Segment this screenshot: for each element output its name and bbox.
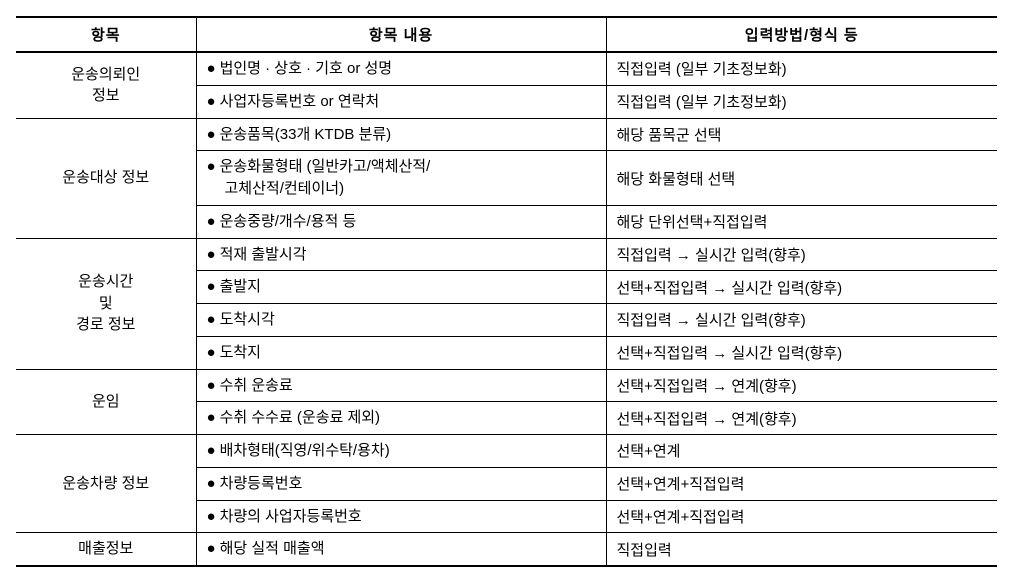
content-cell: ●출발지	[196, 271, 606, 304]
bullet-icon: ●	[207, 211, 216, 233]
bullet-icon: ●	[207, 473, 216, 495]
bullet-icon: ●	[207, 124, 216, 146]
content-cell: ●적재 출발시각	[196, 238, 606, 271]
bullet-icon: ●	[207, 342, 216, 364]
method-cell: 해당 품목군 선택	[606, 118, 997, 151]
content-cell: ●운송중량/개수/용적 등	[196, 205, 606, 238]
content-cell: ●수취 수수료 (운송료 제외)	[196, 402, 606, 435]
method-cell: 선택+직접입력 → 실시간 입력(향후)	[606, 271, 997, 304]
content-cell: ●법인명 · 상호 · 기호 or 성명	[196, 52, 606, 85]
bullet-icon: ●	[207, 309, 216, 331]
method-cell: 직접입력 → 실시간 입력(향후)	[606, 304, 997, 337]
content-cell: ●도착시각	[196, 304, 606, 337]
method-cell: 선택+직접입력 → 실시간 입력(향후)	[606, 336, 997, 369]
method-cell: 선택+연계+직접입력	[606, 500, 997, 533]
content-cell: ●도착지	[196, 336, 606, 369]
method-cell: 선택+연계+직접입력	[606, 467, 997, 500]
method-cell: 직접입력 (일부 기초정보화)	[606, 85, 997, 118]
category-cell: 매출정보	[16, 533, 196, 566]
method-cell: 선택+직접입력 → 연계(향후)	[606, 369, 997, 402]
bullet-icon: ●	[207, 407, 216, 429]
method-cell: 직접입력	[606, 533, 997, 566]
data-table: 항목 항목 내용 입력방법/형식 등 운송의뢰인정보●법인명 · 상호 · 기호…	[16, 16, 997, 567]
header-method: 입력방법/형식 등	[606, 17, 997, 52]
table-row: 운송차량 정보●배차형태(직영/위수탁/용차)선택+연계	[16, 435, 997, 468]
table-body: 운송의뢰인정보●법인명 · 상호 · 기호 or 성명직접입력 (일부 기초정보…	[16, 52, 997, 566]
content-cell: ●차량의 사업자등록번호	[196, 500, 606, 533]
content-cell: ●운송화물형태 (일반카고/액체산적/고체산적/컨테이너)	[196, 151, 606, 206]
method-cell: 선택+직접입력 → 연계(향후)	[606, 402, 997, 435]
table-row: 운송의뢰인정보●법인명 · 상호 · 기호 or 성명직접입력 (일부 기초정보…	[16, 52, 997, 85]
header-category: 항목	[16, 17, 196, 52]
content-cell: ●해당 실적 매출액	[196, 533, 606, 566]
bullet-icon: ●	[207, 506, 216, 528]
bullet-icon: ●	[207, 91, 216, 113]
table-row: 운송대상 정보●운송품목(33개 KTDB 분류)해당 품목군 선택	[16, 118, 997, 151]
table-row: 운송시간및경로 정보●적재 출발시각직접입력 → 실시간 입력(향후)	[16, 238, 997, 271]
category-cell: 운송의뢰인정보	[16, 52, 196, 118]
header-content: 항목 내용	[196, 17, 606, 52]
bullet-icon: ●	[207, 375, 216, 397]
bullet-icon: ●	[207, 58, 216, 80]
content-cell: ●차량등록번호	[196, 467, 606, 500]
bullet-icon: ●	[207, 156, 216, 178]
category-cell: 운송차량 정보	[16, 435, 196, 533]
bullet-icon: ●	[207, 244, 216, 266]
bullet-icon: ●	[207, 276, 216, 298]
header-row: 항목 항목 내용 입력방법/형식 등	[16, 17, 997, 52]
content-cell: ●배차형태(직영/위수탁/용차)	[196, 435, 606, 468]
method-cell: 선택+연계	[606, 435, 997, 468]
method-cell: 직접입력 (일부 기초정보화)	[606, 52, 997, 85]
content-cell: ●수취 운송료	[196, 369, 606, 402]
table-row: 운임●수취 운송료선택+직접입력 → 연계(향후)	[16, 369, 997, 402]
method-cell: 해당 화물형태 선택	[606, 151, 997, 206]
content-cell: ●운송품목(33개 KTDB 분류)	[196, 118, 606, 151]
table-row: 매출정보●해당 실적 매출액직접입력	[16, 533, 997, 566]
category-cell: 운송대상 정보	[16, 118, 196, 238]
method-cell: 직접입력 → 실시간 입력(향후)	[606, 238, 997, 271]
category-cell: 운임	[16, 369, 196, 435]
category-cell: 운송시간및경로 정보	[16, 238, 196, 369]
content-cell: ●사업자등록번호 or 연락처	[196, 85, 606, 118]
bullet-icon: ●	[207, 440, 216, 462]
method-cell: 해당 단위선택+직접입력	[606, 205, 997, 238]
bullet-icon: ●	[207, 538, 216, 560]
